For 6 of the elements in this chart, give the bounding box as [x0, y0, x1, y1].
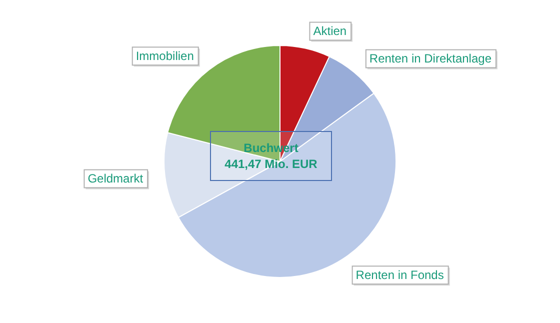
- slice-label: Immobilien: [136, 48, 194, 63]
- slice-label: Renten in Fonds: [356, 268, 444, 282]
- slice-label: Aktien: [313, 24, 347, 38]
- text: 441,47 Mio. EUR: [224, 156, 318, 172]
- slice-label: Renten in Direktanlage: [369, 52, 492, 66]
- slice-label: Geldmarkt: [88, 172, 144, 186]
